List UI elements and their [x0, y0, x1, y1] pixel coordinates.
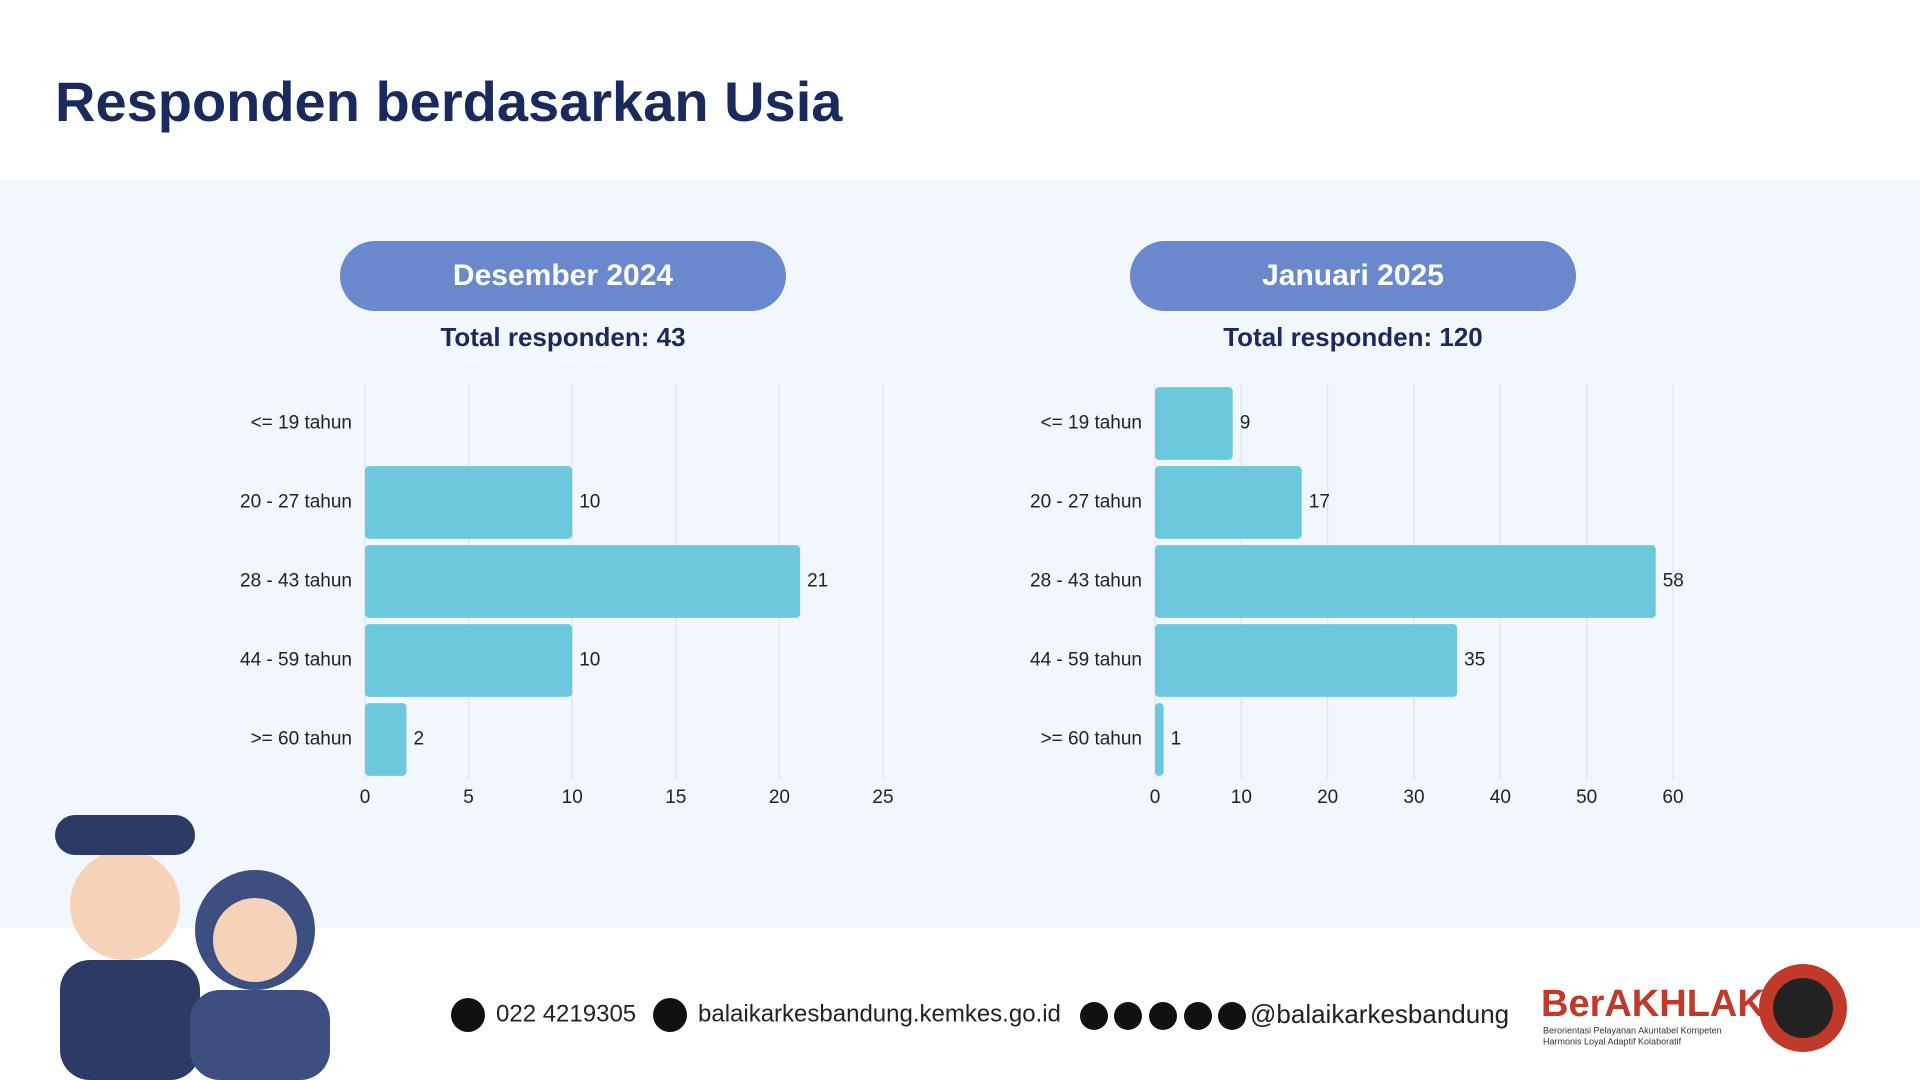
chart-header: Januari 2025: [1262, 259, 1444, 292]
y-tick-label: 20 - 27 tahun: [240, 492, 352, 513]
x-tick-label: 20: [1317, 787, 1338, 808]
y-tick-label: >= 60 tahun: [1041, 729, 1142, 750]
bar: [1155, 703, 1164, 776]
website: balaikarkesbandung.kemkes.go.id: [698, 1000, 1061, 1027]
y-tick-label: <= 19 tahun: [1041, 413, 1142, 434]
x-tick-label: 0: [1150, 787, 1161, 808]
tagline: Berorientasi Pelayanan Akuntabel Kompete…: [1543, 1025, 1722, 1035]
brand: BerAKHLAK: [1541, 983, 1765, 1025]
x-tick-label: 30: [1403, 787, 1424, 808]
bar: [365, 624, 573, 697]
bar: [1155, 466, 1302, 539]
mascots: [55, 815, 330, 1080]
chart-subtitle: Total responden: 120: [1223, 322, 1483, 352]
y-tick-label: >= 60 tahun: [251, 729, 352, 750]
x-tick-label: 20: [769, 787, 790, 808]
data-label: 58: [1663, 571, 1684, 592]
data-label: 2: [413, 729, 424, 750]
x-tick-label: 40: [1490, 787, 1511, 808]
data-label: 17: [1309, 492, 1330, 513]
x-tick-label: 15: [665, 787, 686, 808]
bar: [1155, 387, 1233, 460]
chart-subtitle: Total responden: 43: [440, 322, 685, 352]
x-tick-label: 10: [1231, 787, 1252, 808]
y-tick-label: 20 - 27 tahun: [1030, 492, 1142, 513]
footer-icons: [451, 964, 1847, 1052]
social-handle: @balaikarkesbandung: [1250, 999, 1509, 1029]
chart-header: Desember 2024: [453, 259, 673, 292]
tagline: Harmonis Loyal Adaptif Kolaboratif: [1543, 1036, 1682, 1046]
data-label: 9: [1240, 413, 1251, 434]
phone: 022 4219305: [496, 1000, 636, 1027]
page-title: Responden berdasarkan Usia: [55, 70, 843, 133]
bar: [365, 545, 801, 618]
data-label: 1: [1171, 729, 1182, 750]
x-tick-label: 10: [562, 787, 583, 808]
bar: [365, 466, 573, 539]
x-tick-label: 50: [1576, 787, 1597, 808]
y-tick-label: 44 - 59 tahun: [1030, 650, 1142, 671]
header-pill: [1130, 241, 1576, 311]
y-tick-label: <= 19 tahun: [251, 413, 352, 434]
data-label: 21: [807, 571, 828, 592]
data-label: 35: [1464, 650, 1485, 671]
y-tick-label: 28 - 43 tahun: [240, 571, 352, 592]
data-label: 10: [579, 492, 600, 513]
x-tick-label: 25: [872, 787, 893, 808]
header-pill: [340, 241, 786, 311]
x-tick-label: 60: [1662, 787, 1683, 808]
bar: [1155, 624, 1458, 697]
x-tick-label: 0: [360, 787, 371, 808]
x-tick-label: 5: [463, 787, 474, 808]
data-label: 10: [579, 650, 600, 671]
y-tick-label: 44 - 59 tahun: [240, 650, 352, 671]
bar: [1155, 545, 1656, 618]
bar: [365, 703, 407, 776]
y-tick-label: 28 - 43 tahun: [1030, 571, 1142, 592]
